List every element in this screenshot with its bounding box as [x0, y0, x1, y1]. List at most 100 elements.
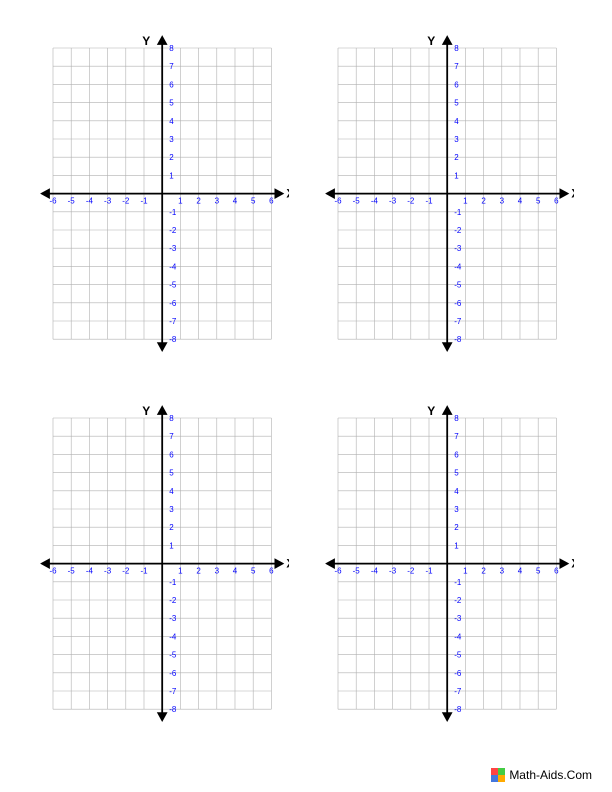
svg-text:1: 1: [178, 197, 183, 206]
svg-text:-6: -6: [49, 567, 57, 576]
coordinate-grid-4: -6-5-4-3-2-1123456-8-7-6-5-4-3-2-1123456…: [320, 400, 574, 732]
svg-text:-1: -1: [169, 208, 177, 217]
svg-text:Y: Y: [427, 404, 435, 418]
svg-text:1: 1: [169, 541, 174, 550]
svg-text:-4: -4: [86, 567, 94, 576]
svg-text:-6: -6: [49, 197, 57, 206]
svg-text:-4: -4: [371, 567, 379, 576]
svg-text:6: 6: [269, 197, 274, 206]
svg-text:-7: -7: [454, 317, 462, 326]
svg-text:-5: -5: [454, 651, 462, 660]
svg-text:-5: -5: [353, 567, 361, 576]
svg-text:-4: -4: [169, 632, 177, 641]
coordinate-plane: -6-5-4-3-2-1123456-8-7-6-5-4-3-2-1123456…: [320, 400, 574, 727]
svg-text:-2: -2: [169, 226, 177, 235]
svg-text:-1: -1: [425, 197, 433, 206]
svg-text:-5: -5: [68, 567, 76, 576]
svg-text:-5: -5: [454, 281, 462, 290]
svg-text:-5: -5: [353, 197, 361, 206]
svg-text:-3: -3: [389, 567, 397, 576]
svg-text:8: 8: [169, 414, 174, 423]
svg-text:6: 6: [454, 80, 459, 89]
svg-text:-1: -1: [140, 197, 148, 206]
svg-text:-1: -1: [454, 578, 462, 587]
svg-text:-8: -8: [169, 335, 177, 344]
axes: [42, 407, 282, 720]
svg-text:-6: -6: [334, 567, 342, 576]
svg-text:-4: -4: [454, 262, 462, 271]
svg-text:-3: -3: [389, 197, 397, 206]
svg-text:6: 6: [269, 567, 274, 576]
svg-text:7: 7: [454, 432, 459, 441]
svg-text:-4: -4: [371, 197, 379, 206]
svg-text:7: 7: [454, 62, 459, 71]
svg-text:1: 1: [178, 567, 183, 576]
svg-text:-6: -6: [169, 299, 177, 308]
svg-text:-2: -2: [122, 197, 130, 206]
svg-text:-4: -4: [86, 197, 94, 206]
svg-text:-3: -3: [104, 567, 112, 576]
coordinate-plane: -6-5-4-3-2-1123456-8-7-6-5-4-3-2-1123456…: [35, 30, 289, 357]
footer: Math-Aids.Com: [491, 768, 592, 782]
svg-text:-1: -1: [140, 567, 148, 576]
coordinate-grid-3: -6-5-4-3-2-1123456-8-7-6-5-4-3-2-1123456…: [35, 400, 289, 732]
svg-text:3: 3: [215, 567, 220, 576]
svg-text:-3: -3: [454, 244, 462, 253]
svg-text:3: 3: [500, 567, 505, 576]
svg-text:X: X: [286, 187, 289, 201]
svg-text:5: 5: [251, 567, 256, 576]
svg-text:6: 6: [454, 450, 459, 459]
svg-text:-3: -3: [104, 197, 112, 206]
svg-text:-8: -8: [454, 335, 462, 344]
svg-text:5: 5: [251, 197, 256, 206]
svg-text:-2: -2: [454, 596, 462, 605]
svg-text:3: 3: [454, 135, 459, 144]
svg-text:-2: -2: [454, 226, 462, 235]
svg-text:-8: -8: [169, 705, 177, 714]
svg-text:Y: Y: [427, 34, 435, 48]
svg-text:-6: -6: [454, 669, 462, 678]
svg-text:4: 4: [454, 487, 459, 496]
svg-text:-4: -4: [454, 632, 462, 641]
svg-text:6: 6: [169, 80, 174, 89]
svg-text:3: 3: [169, 505, 174, 514]
svg-text:-1: -1: [169, 578, 177, 587]
svg-text:4: 4: [518, 197, 523, 206]
svg-text:-7: -7: [169, 317, 177, 326]
svg-text:4: 4: [518, 567, 523, 576]
svg-text:-8: -8: [454, 705, 462, 714]
svg-text:3: 3: [169, 135, 174, 144]
svg-text:5: 5: [454, 99, 459, 108]
svg-text:8: 8: [169, 44, 174, 53]
worksheet-page: -6-5-4-3-2-1123456-8-7-6-5-4-3-2-1123456…: [0, 0, 612, 792]
svg-text:-6: -6: [454, 299, 462, 308]
svg-text:2: 2: [196, 567, 201, 576]
svg-text:-6: -6: [334, 197, 342, 206]
svg-text:7: 7: [169, 432, 174, 441]
svg-text:-3: -3: [454, 614, 462, 623]
svg-text:-2: -2: [122, 567, 130, 576]
svg-text:5: 5: [169, 99, 174, 108]
svg-text:X: X: [571, 557, 574, 571]
coordinate-grid-2: -6-5-4-3-2-1123456-8-7-6-5-4-3-2-1123456…: [320, 30, 574, 362]
svg-text:2: 2: [169, 153, 174, 162]
svg-text:6: 6: [554, 197, 559, 206]
svg-text:4: 4: [233, 567, 238, 576]
svg-text:2: 2: [196, 197, 201, 206]
svg-text:-2: -2: [407, 197, 415, 206]
svg-text:-7: -7: [454, 687, 462, 696]
svg-text:4: 4: [169, 117, 174, 126]
svg-text:5: 5: [454, 469, 459, 478]
svg-text:-5: -5: [68, 197, 76, 206]
svg-text:-1: -1: [425, 567, 433, 576]
svg-text:X: X: [286, 557, 289, 571]
svg-text:-1: -1: [454, 208, 462, 217]
svg-text:-5: -5: [169, 281, 177, 290]
svg-text:6: 6: [554, 567, 559, 576]
svg-text:X: X: [571, 187, 574, 201]
svg-text:1: 1: [454, 171, 459, 180]
svg-text:2: 2: [454, 523, 459, 532]
svg-text:5: 5: [169, 469, 174, 478]
coordinate-grid-1: -6-5-4-3-2-1123456-8-7-6-5-4-3-2-1123456…: [35, 30, 289, 362]
svg-text:6: 6: [169, 450, 174, 459]
